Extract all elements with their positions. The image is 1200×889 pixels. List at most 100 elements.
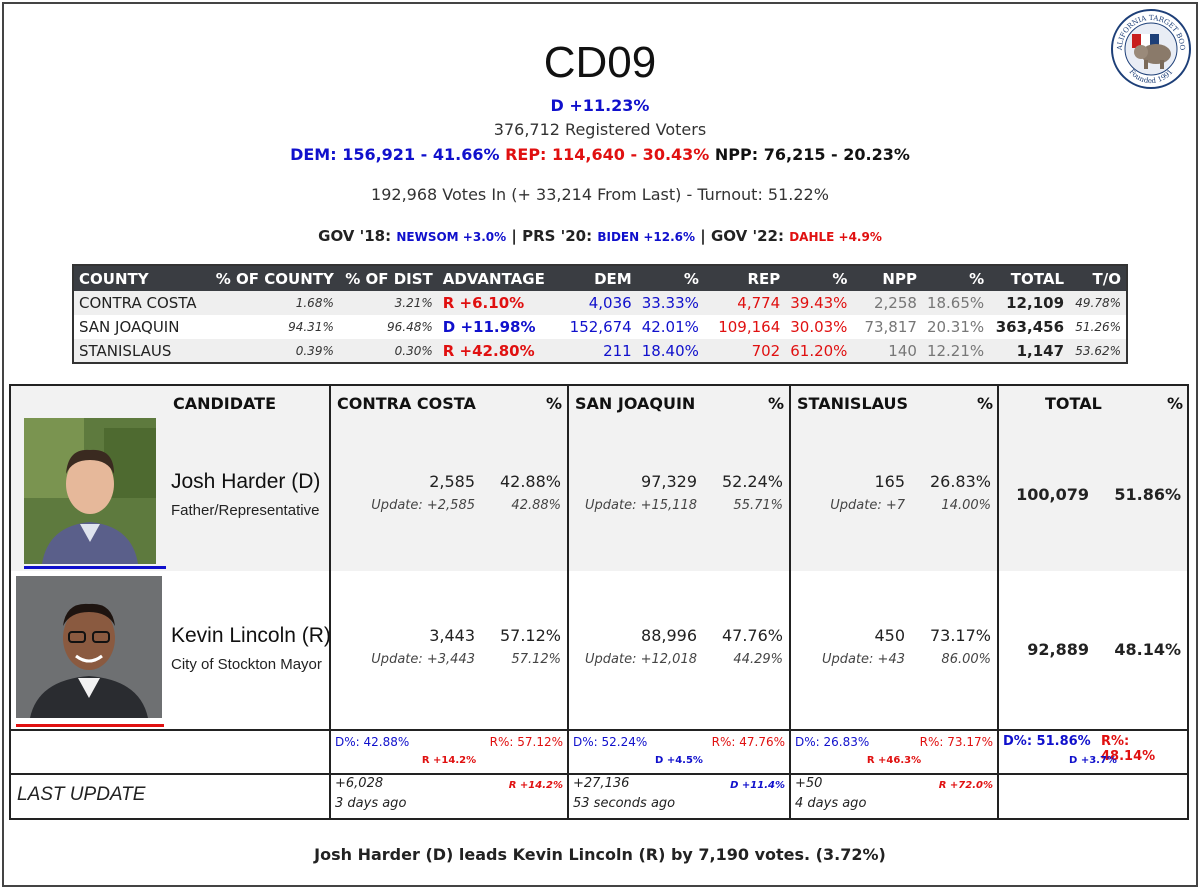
col-pct-county: % OF COUNTY — [202, 265, 339, 291]
sj-last-when: 53 seconds ago — [573, 796, 676, 811]
st-votes: 165 — [874, 472, 905, 491]
sj-last-added: +27,136 — [573, 776, 630, 791]
cc-update: Update: +3,443 — [371, 652, 475, 667]
st-last-when: 4 days ago — [795, 796, 867, 811]
sj-pct: 52.24% — [721, 472, 783, 491]
st-update: Update: +7 — [830, 498, 905, 513]
rep-pct: 30.03% — [785, 315, 853, 339]
rep-pct: 39.43% — [785, 291, 853, 315]
npp-pct: 20.31% — [921, 315, 990, 339]
turnout: 51.26% — [1069, 315, 1127, 339]
county-name: SAN JOAQUIN — [73, 315, 203, 339]
county-table-header: COUNTY % OF COUNTY % OF DIST ADVANTAGE D… — [73, 265, 1127, 291]
historical-results: GOV '18: NEWSOM +3.0% | PRS '20: BIDEN +… — [0, 227, 1200, 245]
rep-count: 702 — [703, 339, 786, 363]
california-target-book-logo: CALIFORNIA TARGET BOOK Founded 1991 — [1110, 8, 1191, 89]
col-turnout: T/O — [1069, 265, 1127, 291]
dem-registration: DEM: 156,921 - 41.66% — [290, 145, 500, 164]
party-bar-dem — [24, 566, 166, 569]
prs20-value: BIDEN +12.6% — [597, 230, 696, 244]
col-rep-pct: % — [785, 265, 853, 291]
col-npp-pct: % — [921, 265, 990, 291]
candidate-row-bg — [11, 386, 1187, 571]
npp-count: 73,817 — [852, 315, 922, 339]
col-total: TOTAL — [989, 265, 1070, 291]
dem-count: 4,036 — [555, 291, 637, 315]
sj-pct: 47.76% — [721, 626, 783, 645]
party-registration: DEM: 156,921 - 41.66% REP: 114,640 - 30.… — [0, 145, 1200, 164]
county-name: CONTRA COSTA — [73, 291, 203, 315]
st-update-pct: 14.00% — [941, 498, 991, 513]
table-row: SAN JOAQUIN 94.31% 96.48% D +11.98% 152,… — [73, 315, 1127, 339]
col-dem: DEM — [555, 265, 637, 291]
last-update-label: LAST UPDATE — [17, 784, 146, 805]
npp-count: 140 — [852, 339, 922, 363]
header-pct: % — [977, 394, 994, 413]
header-pct: % — [1167, 394, 1184, 413]
divider — [997, 386, 999, 818]
leader-summary: Josh Harder (D) leads Kevin Lincoln (R) … — [314, 845, 886, 864]
total-pct: 48.14% — [1114, 640, 1181, 659]
candidate-desc: City of Stockton Mayor — [171, 656, 322, 673]
total-dem-pct: D%: 51.86% — [1003, 734, 1091, 749]
total: 1,147 — [989, 339, 1070, 363]
cc-update-pct: 57.12% — [511, 652, 561, 667]
dem-pct: 18.40% — [636, 339, 704, 363]
divider — [789, 386, 791, 818]
st-dem-pct: D%: 26.83% — [795, 735, 870, 749]
st-rep-pct: R%: 73.17% — [919, 735, 993, 749]
st-pct: 26.83% — [929, 472, 991, 491]
cc-dem-pct: D%: 42.88% — [335, 735, 410, 749]
gov22-label: GOV '22: — [711, 227, 784, 245]
dem-pct: 42.01% — [636, 315, 704, 339]
npp-count: 2,258 — [852, 291, 922, 315]
cc-votes: 3,443 — [429, 626, 475, 645]
sj-update: Update: +12,018 — [585, 652, 697, 667]
col-county: COUNTY — [73, 265, 203, 291]
cc-last-added: +6,028 — [335, 776, 384, 791]
votes-in-turnout: 192,968 Votes In (+ 33,214 From Last) - … — [371, 185, 829, 204]
sj-dem-pct: D%: 52.24% — [573, 735, 648, 749]
header-pct: % — [546, 394, 563, 413]
cc-update-pct: 42.88% — [511, 498, 561, 513]
rep-registration: REP: 114,640 - 30.43% — [505, 145, 710, 164]
gov18-label: GOV '18: — [318, 227, 392, 245]
pct-of-county: 0.39% — [202, 339, 339, 363]
pct-of-dist: 3.21% — [338, 291, 438, 315]
cc-last-margin: R +14.2% — [508, 780, 563, 791]
cc-margin: R +14.2% — [421, 755, 477, 766]
header-stanislaus: STANISLAUS — [797, 394, 909, 413]
candidate-name: Josh Harder (D) — [171, 470, 321, 493]
candidate-photo-lincoln — [16, 576, 162, 718]
header-pct: % — [768, 394, 785, 413]
sj-rep-pct: R%: 47.76% — [711, 735, 785, 749]
divider — [11, 729, 1187, 731]
header-contra-costa: CONTRA COSTA — [337, 394, 476, 413]
turnout: 49.78% — [1069, 291, 1127, 315]
separator: | — [700, 227, 706, 245]
npp-registration: NPP: 76,215 - 20.23% — [714, 145, 910, 164]
col-npp: NPP — [852, 265, 922, 291]
total: 363,456 — [989, 315, 1070, 339]
sj-votes: 97,329 — [641, 472, 697, 491]
header-total: TOTAL — [1045, 394, 1102, 413]
st-update: Update: +43 — [821, 652, 905, 667]
page-title: CD09 — [543, 38, 657, 87]
cc-pct: 42.88% — [499, 472, 561, 491]
st-last-margin: R +72.0% — [938, 780, 993, 791]
dem-count: 211 — [555, 339, 637, 363]
sj-votes: 88,996 — [641, 626, 697, 645]
cc-pct: 57.12% — [499, 626, 561, 645]
advantage: D +11.98% — [437, 315, 556, 339]
header-san-joaquin: SAN JOAQUIN — [575, 394, 696, 413]
pct-of-county: 94.31% — [202, 315, 339, 339]
total-votes: 92,889 — [1027, 640, 1089, 659]
divider — [567, 386, 569, 818]
separator: | — [511, 227, 517, 245]
cc-update: Update: +2,585 — [371, 498, 475, 513]
advantage: R +6.10% — [437, 291, 556, 315]
total-votes: 100,079 — [1016, 485, 1089, 504]
advantage: R +42.80% — [437, 339, 556, 363]
st-margin: R +46.3% — [866, 755, 922, 766]
header-candidate: CANDIDATE — [173, 394, 277, 413]
